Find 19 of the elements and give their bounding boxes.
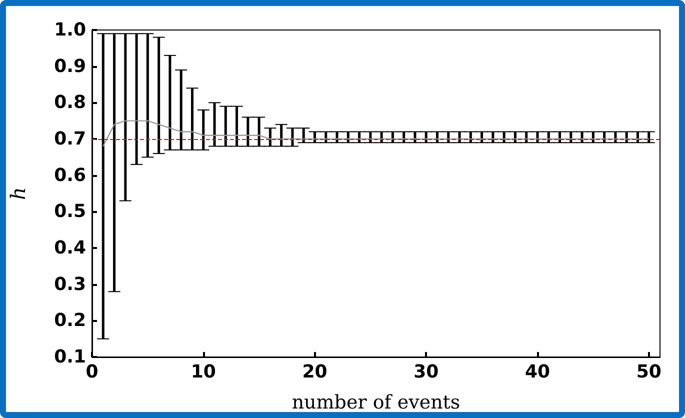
x-tick-label: 0 — [86, 362, 98, 382]
y-tick-label: 0.5 — [54, 201, 86, 222]
x-tick-label: 50 — [636, 362, 662, 382]
y-tick-label: 0.8 — [54, 92, 86, 114]
y-tick-label: 0.6 — [54, 164, 86, 186]
y-tick-label: 0.7 — [54, 128, 86, 150]
x-tick-label: 40 — [524, 362, 550, 382]
y-tick-label: 0.9 — [54, 56, 86, 77]
y-tick-label: 0.1 — [54, 346, 86, 368]
y-tick-label: 0.4 — [54, 238, 86, 258]
y-axis-title: h — [6, 187, 30, 200]
line-series — [102, 120, 650, 147]
x-axis-title: number of events — [292, 392, 460, 414]
y-tick-label: 0.3 — [54, 274, 86, 295]
x-tick-label: 30 — [414, 362, 439, 382]
y-tick-label: 1.0 — [54, 20, 86, 40]
y-tick-label: 0.2 — [54, 310, 86, 332]
x-tick-label: 20 — [302, 362, 328, 382]
x-tick-label: 10 — [190, 362, 216, 382]
